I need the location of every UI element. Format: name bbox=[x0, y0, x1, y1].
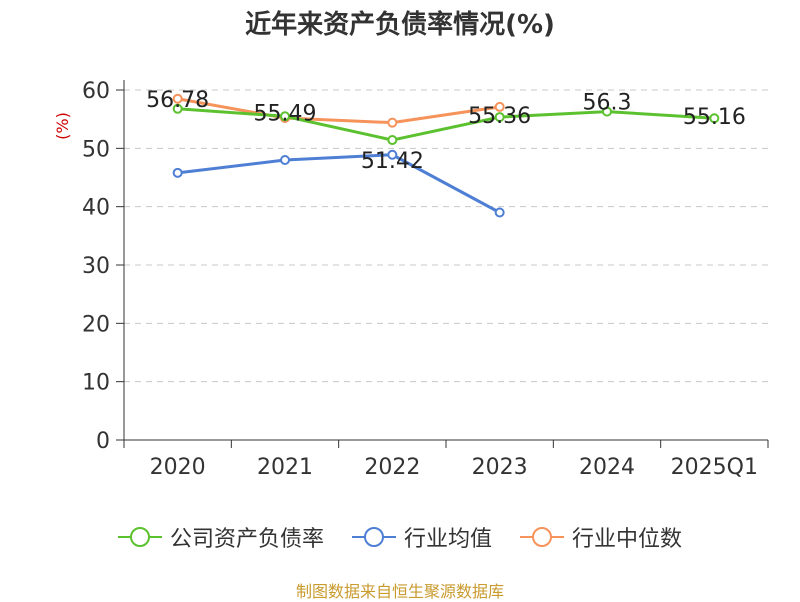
x-tick-label: 2023 bbox=[472, 455, 528, 480]
data-label: 55.49 bbox=[254, 101, 317, 126]
legend: 公司资产负债率 行业均值 行业中位数 bbox=[0, 517, 800, 557]
grid-lines bbox=[124, 89, 768, 383]
data-point-industry_avg[interactable] bbox=[172, 167, 183, 178]
x-tick-label: 2024 bbox=[579, 455, 635, 480]
y-tick-label: 50 bbox=[82, 137, 110, 162]
data-point-company[interactable] bbox=[494, 112, 505, 123]
legend-label-company: 公司资产负债率 bbox=[169, 527, 324, 552]
data-point-industry_median[interactable] bbox=[494, 101, 505, 112]
source-note: 制图数据来自恒生聚源数据库 bbox=[295, 582, 504, 601]
series-line-company bbox=[177, 107, 715, 142]
legend-marker-industry-avg bbox=[351, 527, 396, 547]
data-label: 56.78 bbox=[146, 88, 209, 113]
x-tick-label: 2020 bbox=[150, 455, 206, 480]
legend-label-industry-avg: 行业均值 bbox=[403, 527, 492, 552]
data-point-company[interactable] bbox=[280, 111, 290, 122]
axes: 0 10 20 30 40 50 60 (%) 2020 2021 2022 2023 2024 2025… bbox=[53, 79, 769, 480]
legend-item-industry-avg[interactable]: 行业均值 bbox=[351, 521, 492, 553]
series-lines bbox=[172, 93, 720, 218]
x-tick-label: 2022 bbox=[364, 455, 420, 480]
x-tick-label: 2025Q1 bbox=[671, 455, 758, 480]
data-point-industry_avg[interactable] bbox=[387, 149, 398, 160]
chart-title: 近年来资产负债率情况(%) bbox=[245, 10, 555, 40]
data-point-industry_median[interactable] bbox=[387, 117, 398, 128]
legend-item-company[interactable]: 公司资产负债率 bbox=[117, 521, 324, 553]
legend-item-industry-median[interactable]: 行业中位数 bbox=[520, 521, 682, 553]
data-point-industry_avg[interactable] bbox=[494, 207, 505, 218]
series-line-industry_avg bbox=[177, 153, 501, 214]
data-point-company[interactable] bbox=[387, 135, 398, 146]
legend-label-industry-median: 行业中位数 bbox=[572, 527, 683, 552]
data-label: 56.3 bbox=[583, 91, 632, 116]
data-point-company[interactable] bbox=[172, 103, 183, 114]
data-label: 51.42 bbox=[361, 149, 424, 174]
data-label: 55.16 bbox=[683, 105, 746, 130]
series-line-industry_median bbox=[177, 97, 500, 125]
y-tick-label: 40 bbox=[82, 196, 110, 221]
y-tick-label: 60 bbox=[82, 79, 110, 104]
data-point-industry_median[interactable] bbox=[172, 93, 183, 104]
y-tick-label: 30 bbox=[82, 254, 110, 279]
data-point-company[interactable] bbox=[709, 113, 720, 124]
y-tick-label: 0 bbox=[96, 429, 110, 454]
y-tick-label: 10 bbox=[82, 371, 110, 396]
x-tick-label: 2021 bbox=[257, 455, 313, 480]
legend-marker-industry-median bbox=[520, 527, 564, 547]
y-tick-label: 20 bbox=[82, 312, 110, 337]
data-label: 55.36 bbox=[468, 104, 531, 129]
legend-marker-company bbox=[117, 527, 162, 547]
data-labels: 56.78 55.49 51.42 55.36 56.3 55.16 bbox=[146, 88, 746, 174]
data-point-company[interactable] bbox=[602, 106, 612, 117]
y-axis-label: (%) bbox=[53, 112, 72, 140]
data-point-industry_avg[interactable] bbox=[280, 155, 290, 165]
